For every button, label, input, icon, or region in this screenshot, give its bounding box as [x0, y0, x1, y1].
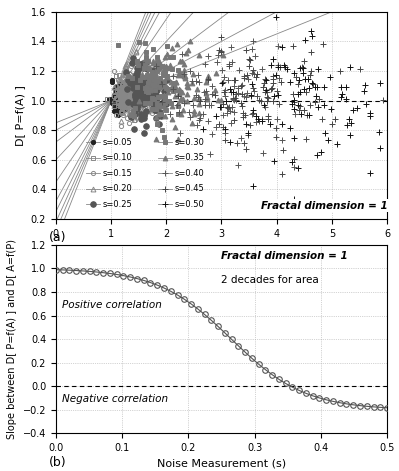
- Text: Fractal dimension = 1: Fractal dimension = 1: [261, 201, 388, 211]
- Text: s=0.35: s=0.35: [174, 153, 204, 162]
- Text: (a): (a): [49, 231, 67, 244]
- Text: s=0.20: s=0.20: [103, 184, 132, 193]
- Text: s=0.25: s=0.25: [103, 200, 132, 209]
- Text: 2 decades for area: 2 decades for area: [221, 275, 319, 285]
- Text: Negative correlation: Negative correlation: [63, 394, 169, 405]
- X-axis label: D[ A=f(P) ]: D[ A=f(P) ]: [191, 244, 252, 254]
- Text: s=0.45: s=0.45: [174, 184, 204, 193]
- Y-axis label: Slope between D[ P=f(A) ] and D[ A=f(P): Slope between D[ P=f(A) ] and D[ A=f(P): [7, 239, 17, 439]
- Text: s=0.40: s=0.40: [174, 169, 204, 178]
- Text: s=0.15: s=0.15: [103, 169, 132, 178]
- Text: s=0.10: s=0.10: [103, 153, 132, 162]
- Text: s=0.50: s=0.50: [174, 200, 204, 209]
- Text: (b): (b): [49, 456, 67, 469]
- Text: Fractal dimension = 1: Fractal dimension = 1: [221, 251, 348, 260]
- Y-axis label: D[ P=f(A) ]: D[ P=f(A) ]: [15, 85, 25, 146]
- Text: s=0.30: s=0.30: [174, 138, 204, 146]
- Text: Positive correlation: Positive correlation: [63, 300, 162, 310]
- X-axis label: Noise Measurement (s): Noise Measurement (s): [157, 459, 286, 469]
- Text: s=0.05: s=0.05: [103, 138, 132, 146]
